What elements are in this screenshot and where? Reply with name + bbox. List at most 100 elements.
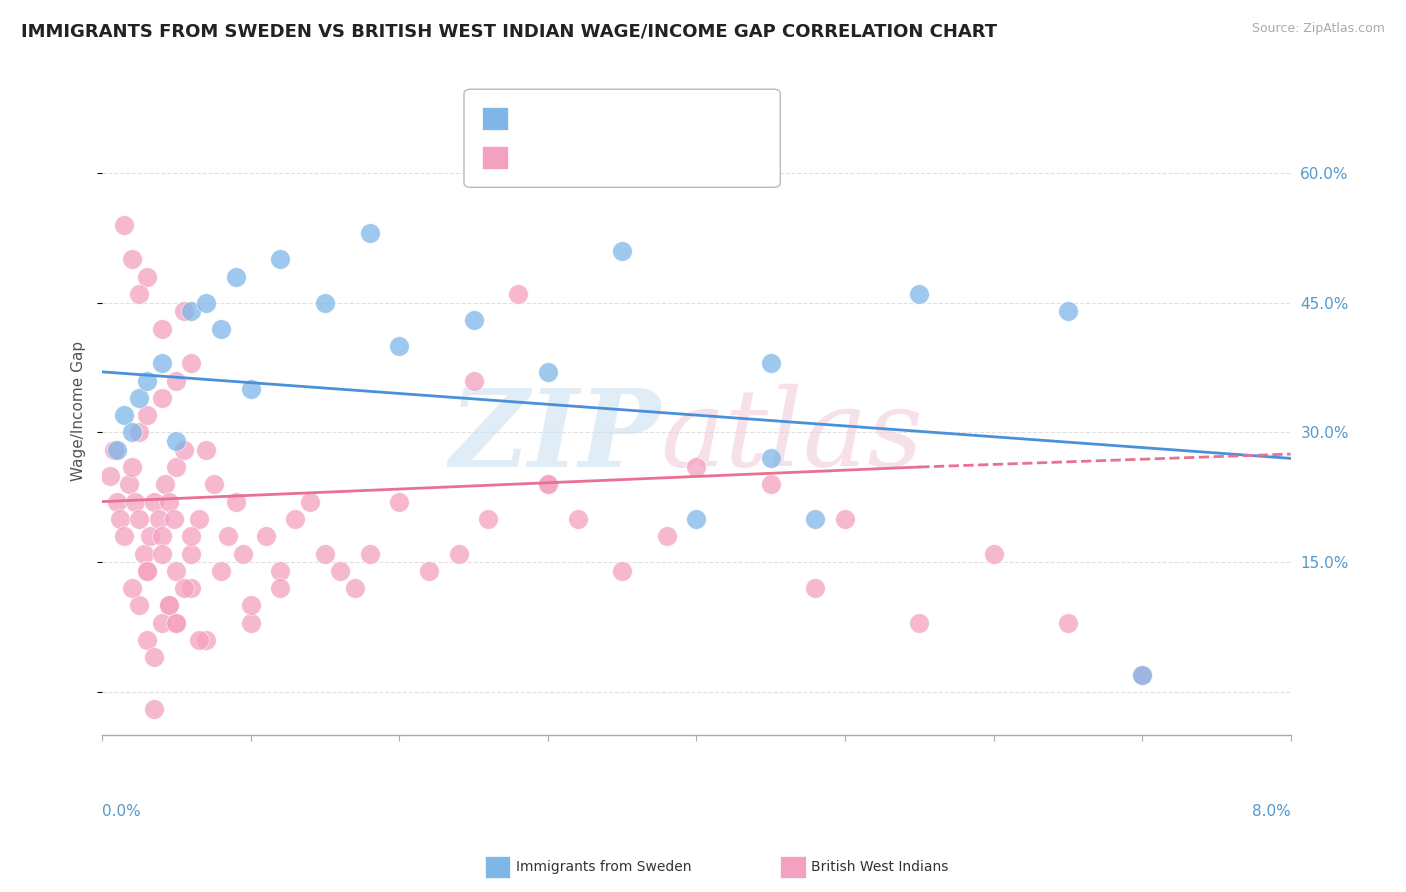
Point [447, 547, 470, 561]
Point [463, 313, 485, 327]
Point [105, 494, 128, 508]
Text: R =  0.113   N = 88: R = 0.113 N = 88 [516, 151, 665, 165]
Point [150, 615, 173, 630]
Point [135, 374, 157, 388]
Point [121, 425, 143, 440]
Point [537, 477, 560, 491]
Point [135, 564, 157, 578]
Point [135, 633, 157, 648]
Point [804, 581, 827, 595]
Text: 0.0%: 0.0% [103, 805, 141, 820]
Point [1056, 615, 1078, 630]
Point [463, 374, 485, 388]
Point [166, 374, 188, 388]
Point [388, 494, 411, 508]
Point [148, 512, 170, 526]
Point [537, 365, 560, 379]
Point [143, 702, 166, 716]
Text: atlas: atlas [661, 384, 924, 490]
Point [166, 564, 188, 578]
Point [239, 382, 262, 396]
Point [173, 442, 195, 457]
Point [908, 615, 931, 630]
Point [359, 547, 381, 561]
Point [655, 529, 678, 543]
Point [143, 494, 166, 508]
Point [908, 287, 931, 301]
Point [834, 512, 856, 526]
Point [150, 547, 173, 561]
Point [759, 477, 782, 491]
Point [239, 599, 262, 613]
Point [209, 321, 232, 335]
Point [135, 564, 157, 578]
Point [1056, 304, 1078, 318]
Point [202, 477, 225, 491]
Point [343, 581, 366, 595]
Point [418, 564, 440, 578]
Point [98, 468, 121, 483]
Point [135, 408, 157, 422]
Point [759, 356, 782, 370]
Point [685, 512, 707, 526]
Point [359, 227, 381, 241]
Point [804, 512, 827, 526]
Point [105, 442, 128, 457]
Point [388, 339, 411, 353]
Point [269, 564, 291, 578]
Point [209, 564, 232, 578]
Point [132, 547, 155, 561]
Point [180, 547, 202, 561]
Point [314, 547, 336, 561]
Point [180, 304, 202, 318]
Point [150, 321, 173, 335]
Point [195, 295, 218, 310]
Point [121, 581, 143, 595]
Point [610, 244, 633, 258]
Point [108, 512, 131, 526]
Point [157, 599, 180, 613]
Point [254, 529, 277, 543]
Point [1130, 667, 1153, 681]
Point [610, 564, 633, 578]
Point [150, 529, 173, 543]
Point [983, 547, 1005, 561]
Point [173, 304, 195, 318]
Point [567, 512, 589, 526]
Point [118, 477, 141, 491]
Point [103, 442, 125, 457]
Point [329, 564, 352, 578]
Point [537, 477, 560, 491]
Point [187, 512, 209, 526]
Point [128, 512, 150, 526]
Point [218, 529, 240, 543]
Point [225, 269, 247, 284]
Point [162, 512, 184, 526]
Point [1130, 667, 1153, 681]
Point [139, 529, 162, 543]
Point [150, 391, 173, 405]
Point [166, 460, 188, 475]
Point [135, 269, 157, 284]
Point [239, 615, 262, 630]
Point [124, 494, 146, 508]
Point [128, 287, 150, 301]
Point [128, 391, 150, 405]
Point [157, 599, 180, 613]
Point [759, 451, 782, 466]
Point [314, 295, 336, 310]
Text: R = -0.156   N = 26: R = -0.156 N = 26 [516, 112, 666, 126]
Point [150, 356, 173, 370]
Point [195, 442, 218, 457]
Point [157, 494, 180, 508]
Point [114, 408, 136, 422]
Text: Source: ZipAtlas.com: Source: ZipAtlas.com [1251, 22, 1385, 36]
Text: British West Indians: British West Indians [811, 860, 949, 874]
Point [121, 252, 143, 267]
Point [685, 460, 707, 475]
Text: Immigrants from Sweden: Immigrants from Sweden [516, 860, 692, 874]
Point [180, 581, 202, 595]
Point [114, 218, 136, 232]
Point [269, 581, 291, 595]
Point [180, 529, 202, 543]
